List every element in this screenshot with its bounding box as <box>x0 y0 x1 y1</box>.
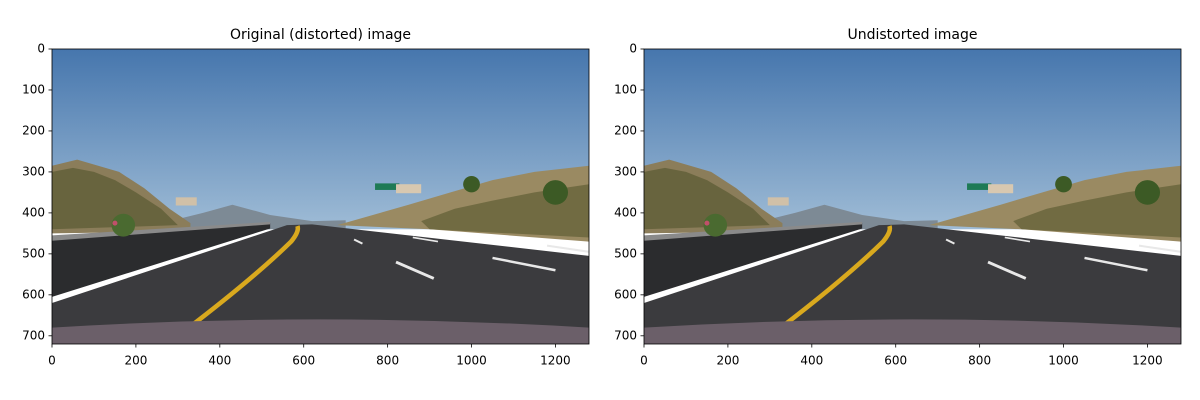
axes-frame <box>51 48 590 345</box>
axes-title: Undistorted image <box>847 27 977 43</box>
y-tick-label: 600 <box>614 287 637 301</box>
x-tick-label: 600 <box>884 354 907 368</box>
y-tick-label: 300 <box>614 164 637 178</box>
x-tick-label: 1000 <box>1048 354 1079 368</box>
axes: Undistorted image 0 200 400 600 800 1000 1200 0 1… <box>614 27 1182 368</box>
x-tick-label: 0 <box>48 354 56 368</box>
x-tick-label: 1200 <box>540 354 571 368</box>
axes-frame <box>643 48 1182 345</box>
y-tick-label: 100 <box>614 82 637 96</box>
axes-title: Original (distorted) image <box>230 27 411 43</box>
y-tick-label: 0 <box>37 42 45 56</box>
y-tick-label: 500 <box>22 246 45 260</box>
image <box>52 49 589 344</box>
x-tick-label: 600 <box>292 354 315 368</box>
y-tick-label: 200 <box>614 123 637 137</box>
y-tick-label: 200 <box>22 123 45 137</box>
y-tick-label: 400 <box>22 205 45 219</box>
x-tick-label: 1200 <box>1132 354 1163 368</box>
x-tick-label: 800 <box>968 354 991 368</box>
x-tick-label: 0 <box>640 354 648 368</box>
y-tick-label: 100 <box>22 82 45 96</box>
x-tick-label: 200 <box>124 354 147 368</box>
y-tick-label: 700 <box>614 328 637 342</box>
x-tick-label: 400 <box>208 354 231 368</box>
y-tick-label: 700 <box>22 328 45 342</box>
y-tick-label: 300 <box>22 164 45 178</box>
y-tick-label: 600 <box>22 287 45 301</box>
y-tick-label: 400 <box>614 205 637 219</box>
x-tick-label: 400 <box>800 354 823 368</box>
x-tick-label: 1000 <box>456 354 487 368</box>
image <box>644 49 1181 344</box>
y-tick-label: 0 <box>629 42 637 56</box>
axes: Original (distorted) image 0 200 400 600 800 1… <box>22 27 590 368</box>
x-tick-label: 200 <box>716 354 739 368</box>
x-tick-label: 800 <box>376 354 399 368</box>
y-tick-label: 500 <box>614 246 637 260</box>
